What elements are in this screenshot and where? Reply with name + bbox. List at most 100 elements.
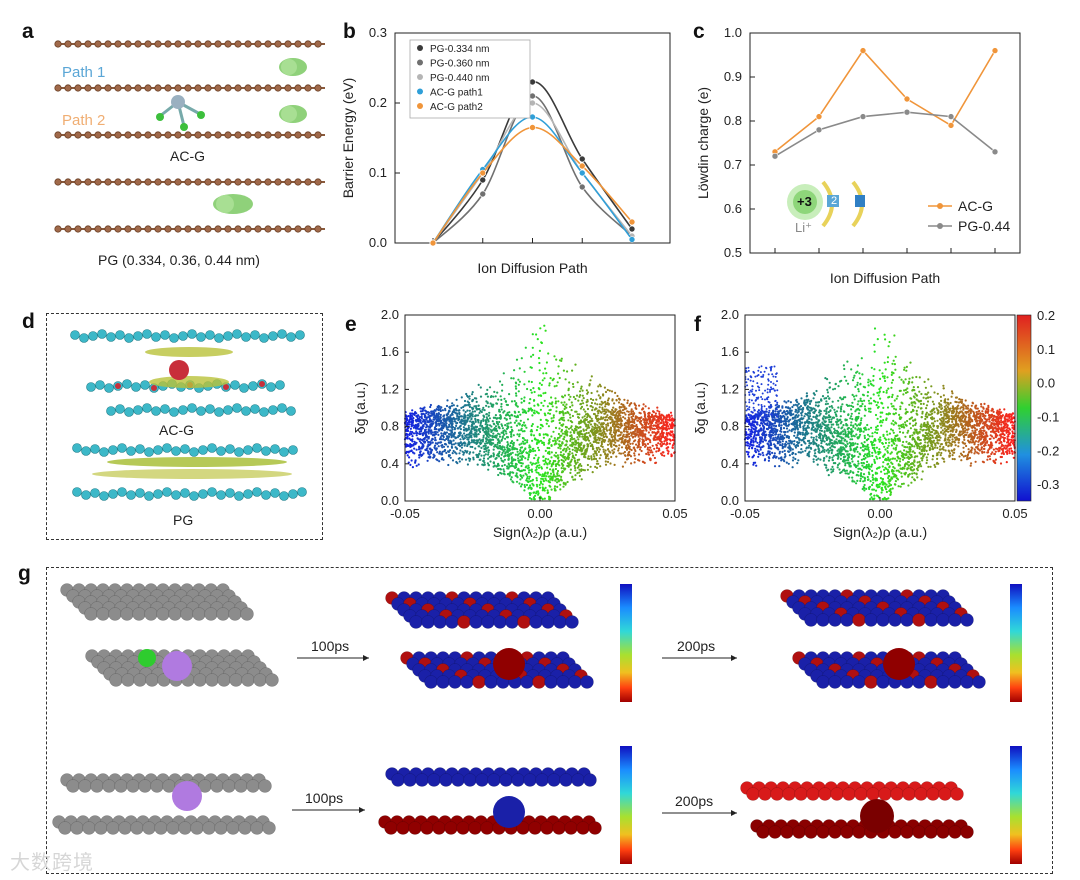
scatter-point (553, 489, 557, 492)
scatter-point (576, 466, 579, 469)
scatter-point (483, 409, 486, 412)
carbon-atom-d (135, 444, 145, 454)
scatter-point (900, 475, 903, 478)
scatter-point (669, 433, 672, 436)
scatter-point (609, 444, 613, 447)
carbon-atom (254, 40, 262, 48)
scatter-point (845, 459, 848, 462)
scatter-point (525, 483, 529, 487)
scatter-point (586, 416, 589, 419)
li-ion-inset (787, 180, 865, 228)
scatter-point (535, 479, 538, 482)
scatter-point (412, 417, 415, 420)
scatter-point (609, 418, 612, 421)
scatter-point (485, 392, 488, 395)
carbon-atom (84, 84, 92, 92)
carbon-atom (74, 40, 82, 48)
scatter-point (595, 407, 598, 410)
scatter-point (422, 437, 425, 440)
scatter-point (498, 444, 502, 447)
scatter-point (942, 384, 945, 387)
carbon-atom-d (117, 487, 127, 497)
scatter-point (472, 456, 475, 459)
scatter-point (943, 412, 946, 415)
carbon-atom-d (72, 487, 82, 497)
scatter-point (506, 451, 509, 454)
scatter-point (492, 416, 495, 419)
carbon-atom (54, 131, 62, 139)
scatter-point (456, 421, 459, 425)
scatter-point (495, 429, 499, 432)
scatter-point (617, 420, 620, 423)
data-point-4 (628, 218, 636, 226)
scatter-point (885, 430, 888, 433)
carbon-atom (234, 40, 242, 48)
scatter-point (537, 357, 541, 360)
scatter-point (429, 403, 432, 407)
scatter-point (598, 433, 601, 436)
carbon-atom (74, 84, 82, 92)
scatter-point (537, 471, 540, 475)
legend-marker-b (417, 59, 423, 66)
data-point-0 (479, 176, 487, 184)
scatter-point (783, 449, 786, 452)
scatter-point (409, 427, 412, 430)
scatter-point (786, 416, 789, 419)
scatter-point (542, 455, 545, 458)
scatter-point (595, 446, 598, 450)
scatter-point (447, 426, 450, 429)
scatter-point (524, 439, 527, 442)
scatter-point (600, 434, 603, 437)
scatter-point (886, 468, 889, 471)
scatter-point (462, 428, 465, 431)
scatter-point (603, 439, 606, 442)
scatter-point (433, 411, 436, 414)
scatter-point (569, 395, 572, 398)
scatter-point (604, 419, 607, 422)
carbon-atom (154, 131, 162, 139)
scatter-point (915, 409, 918, 412)
scatter-point (913, 405, 916, 408)
scatter-point (432, 433, 435, 436)
scatter-point (575, 410, 578, 413)
scatter-point (571, 441, 574, 444)
scatter-point (597, 436, 600, 439)
scatter-point (439, 408, 442, 411)
scatter-point (503, 397, 506, 400)
scatter-point (625, 422, 629, 425)
scatter-point (606, 399, 610, 402)
scatter-point (431, 420, 434, 423)
scatter-point (414, 460, 417, 463)
scatter-point (492, 448, 495, 451)
scatter-point (827, 448, 830, 451)
scatter-point (474, 447, 477, 450)
scatter-point (582, 445, 585, 448)
scatter-point (582, 397, 585, 400)
scatter-point (417, 463, 420, 466)
scatter-point (563, 407, 566, 411)
carbon-atom-d (261, 490, 271, 500)
scatter-point (672, 424, 675, 427)
scatter-point (545, 361, 548, 364)
scatter-point (599, 465, 602, 468)
scatter-point (523, 485, 527, 488)
scatter-point (448, 435, 451, 438)
scatter-point (538, 361, 541, 365)
scatter-point (879, 436, 882, 439)
scatter-point (516, 433, 519, 436)
scatter-point (474, 418, 477, 422)
scatter-point (560, 475, 563, 478)
scatter-point (585, 435, 588, 438)
scatter-point (597, 409, 600, 412)
scatter-point (492, 428, 495, 431)
scatter-point (454, 442, 457, 445)
scatter-point (421, 407, 424, 410)
scatter-point (876, 424, 879, 428)
scatter-point (469, 414, 472, 417)
scatter-point (667, 425, 670, 428)
scatter-point (492, 422, 495, 425)
scatter-point (663, 454, 666, 457)
scatter-point (450, 442, 453, 445)
carbon-atom-d (266, 382, 276, 392)
scatter-point (519, 413, 522, 416)
